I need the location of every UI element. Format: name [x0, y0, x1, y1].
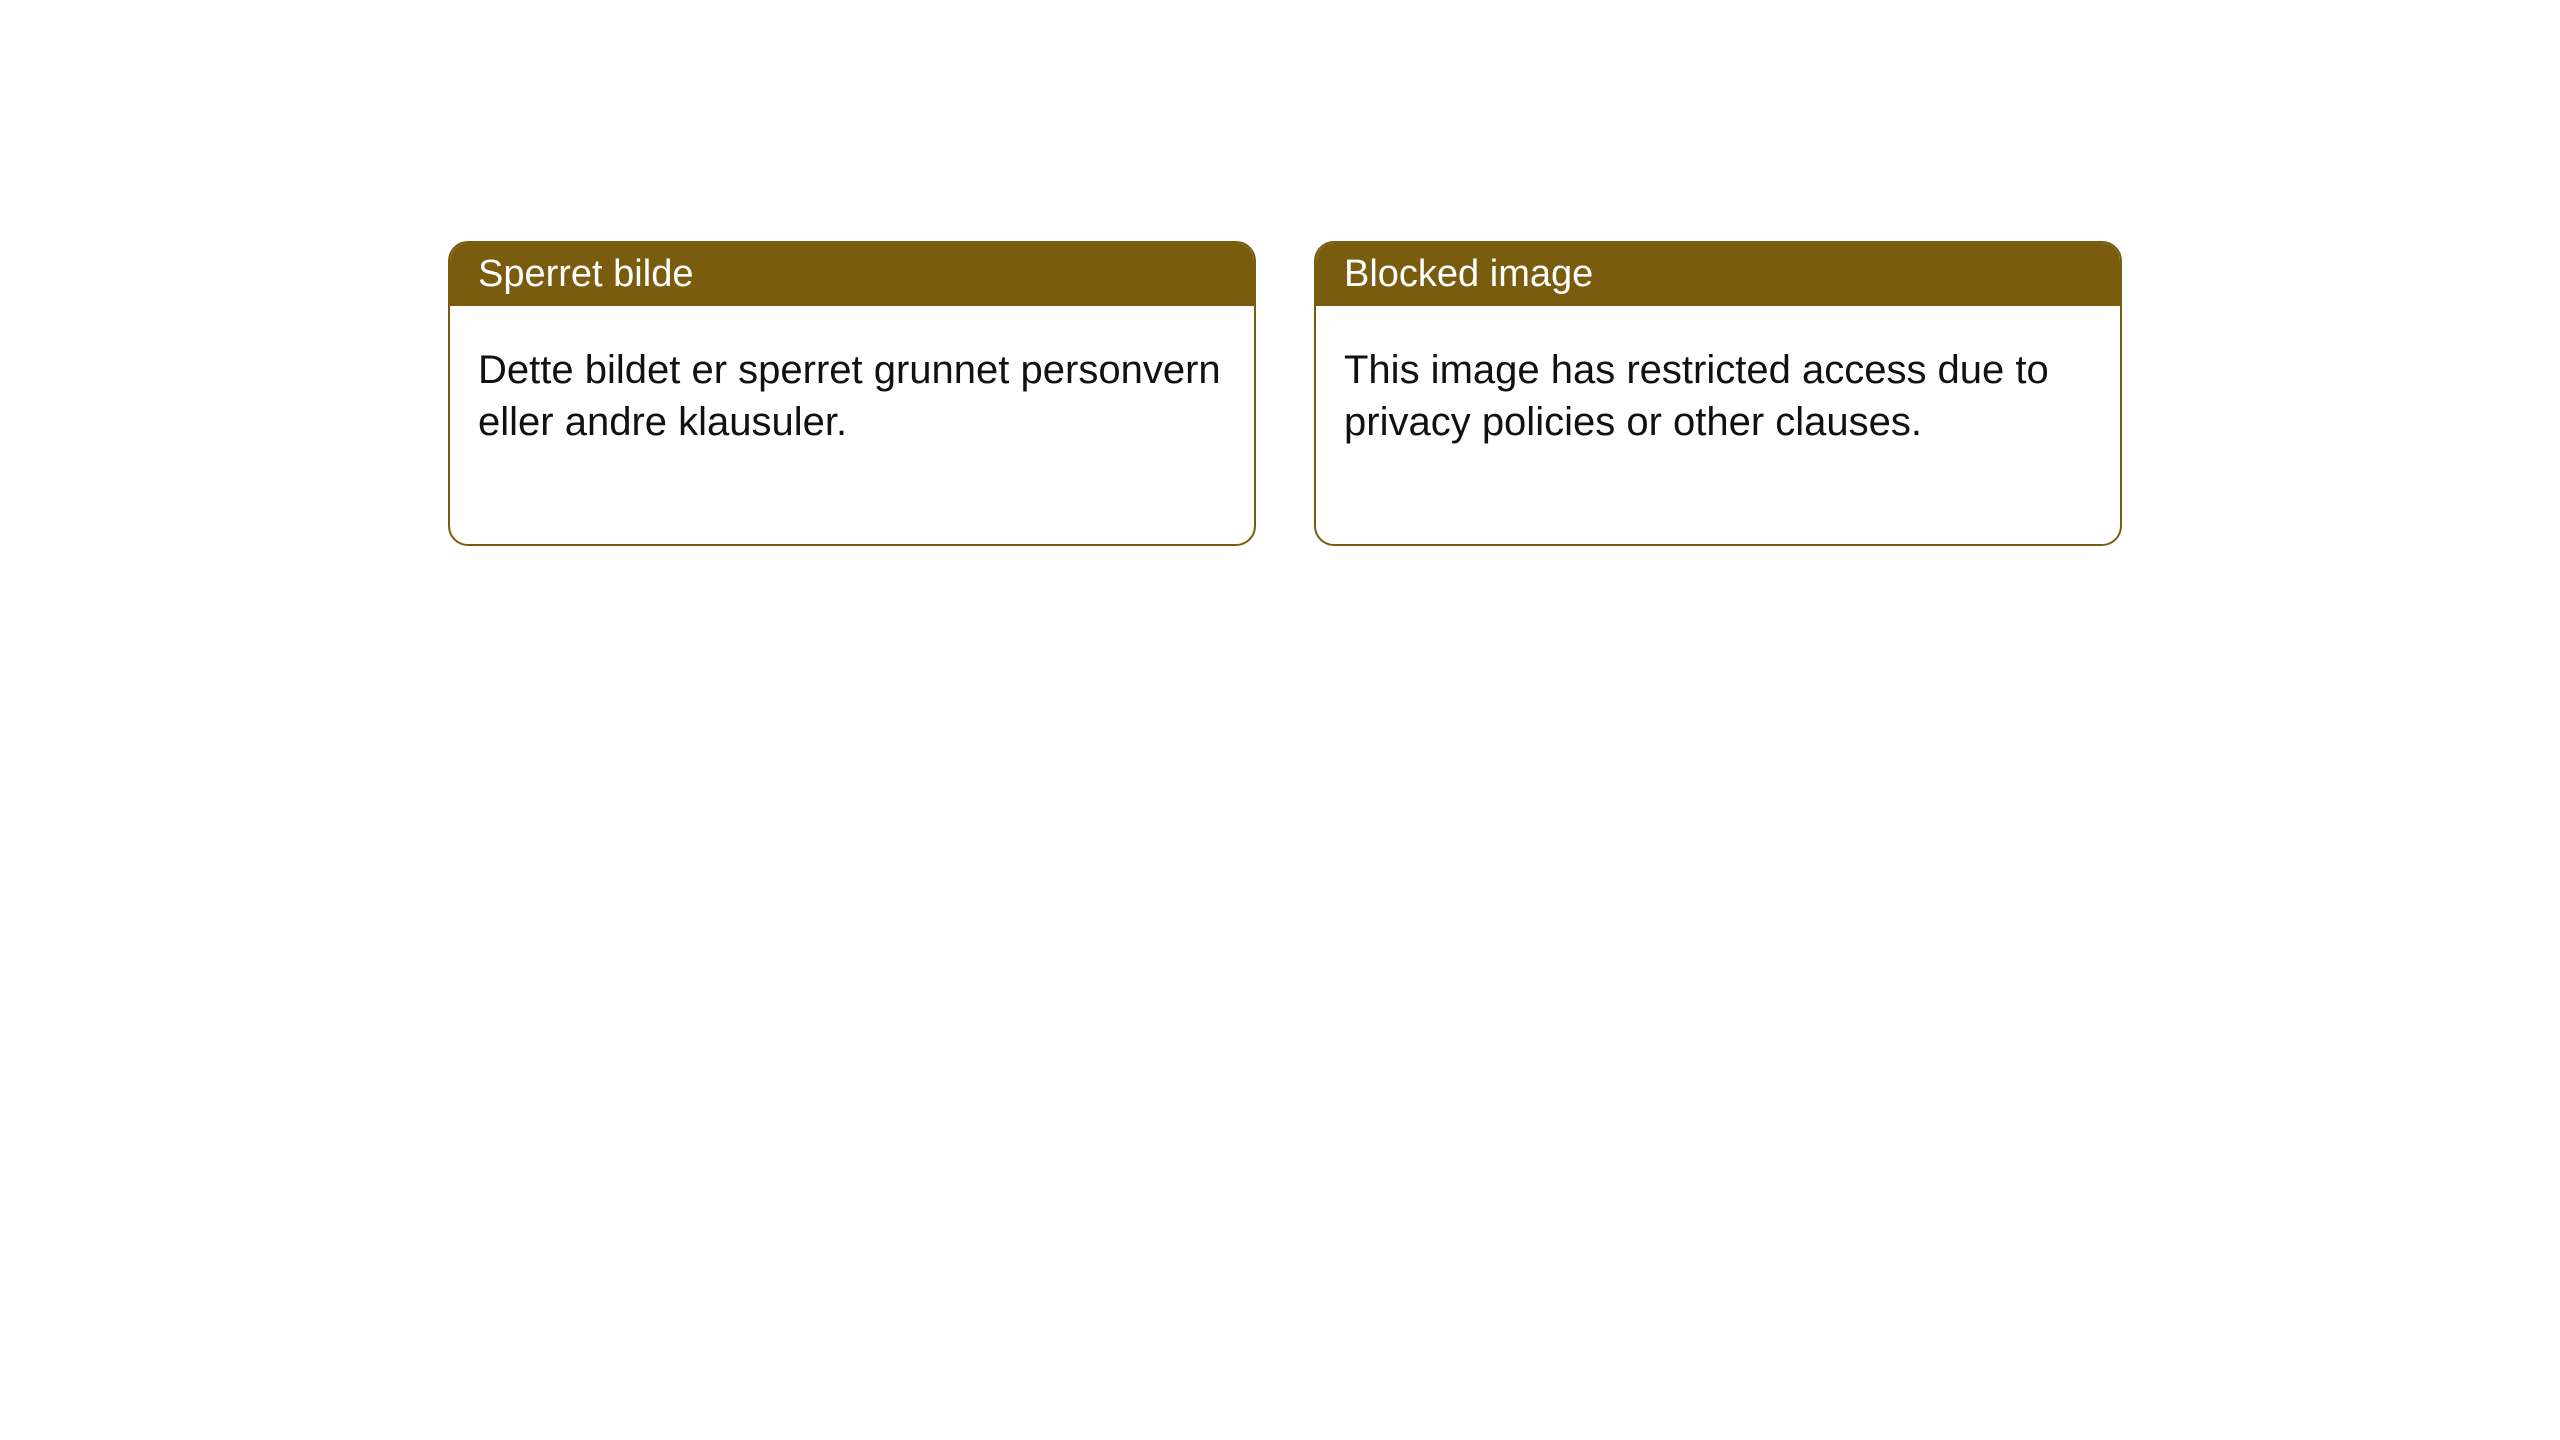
notice-container: Sperret bilde Dette bildet er sperret gr…: [0, 0, 2560, 546]
notice-header: Blocked image: [1316, 243, 2120, 306]
notice-card-english: Blocked image This image has restricted …: [1314, 241, 2122, 546]
notice-card-norwegian: Sperret bilde Dette bildet er sperret gr…: [448, 241, 1256, 546]
notice-body: This image has restricted access due to …: [1316, 306, 2120, 544]
notice-body: Dette bildet er sperret grunnet personve…: [450, 306, 1254, 544]
notice-header: Sperret bilde: [450, 243, 1254, 306]
